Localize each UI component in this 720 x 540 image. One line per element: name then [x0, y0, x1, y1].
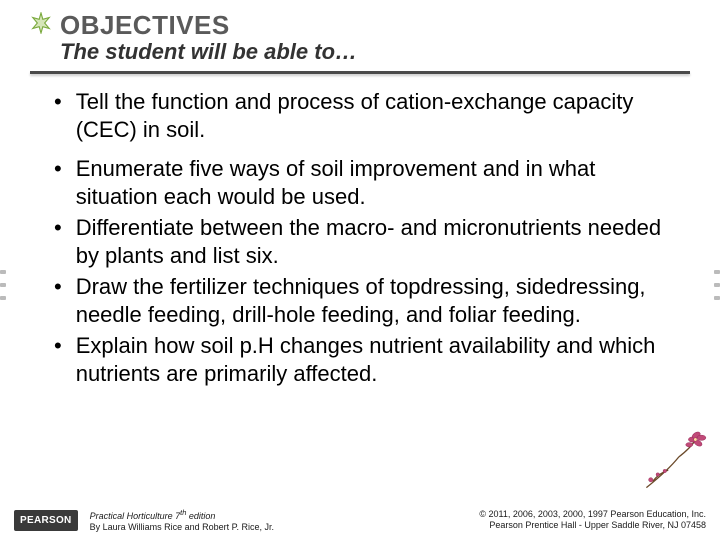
- edition-word: edition: [186, 511, 215, 521]
- bullet-dot: •: [54, 332, 62, 387]
- slide-subtitle: The student will be able to…: [60, 39, 690, 65]
- book-meta: Practical Horticulture 7th edition By La…: [90, 508, 274, 533]
- bullet-list: • Tell the function and process of cation…: [54, 88, 690, 387]
- slide: OBJECTIVES The student will be able to… …: [0, 0, 720, 540]
- bullet-dot: •: [54, 214, 62, 269]
- list-item: • Enumerate five ways of soil improvement…: [54, 155, 680, 210]
- copyright: © 2011, 2006, 2003, 2000, 1997 Pearson E…: [479, 509, 706, 531]
- star-icon: [30, 12, 52, 34]
- copyright-line-2: Pearson Prentice Hall - Upper Saddle Riv…: [479, 520, 706, 531]
- title-block: OBJECTIVES The student will be able to…: [60, 10, 690, 65]
- book-title: Practical Horticulture 7: [90, 511, 181, 521]
- bullet-text: Explain how soil p.H changes nutrient av…: [76, 332, 680, 387]
- bullet-dot: •: [54, 88, 62, 143]
- book-title-line: Practical Horticulture 7th edition: [90, 508, 274, 522]
- edge-dots-left: [0, 270, 6, 300]
- authors: By Laura Williams Rice and Robert P. Ric…: [90, 522, 274, 533]
- bullet-text: Draw the fertilizer techniques of topdre…: [76, 273, 680, 328]
- bullet-text: Tell the function and process of cation-…: [76, 88, 680, 143]
- list-item: • Tell the function and process of cation…: [54, 88, 680, 143]
- flower-icon: [642, 422, 712, 492]
- header: OBJECTIVES The student will be able to…: [30, 10, 690, 65]
- divider: [30, 71, 690, 74]
- pearson-logo: PEARSON: [14, 510, 78, 531]
- bullet-dot: •: [54, 273, 62, 328]
- copyright-line-1: © 2011, 2006, 2003, 2000, 1997 Pearson E…: [479, 509, 706, 520]
- footer: PEARSON Practical Horticulture 7th editi…: [0, 500, 720, 540]
- bullet-text: Enumerate five ways of soil improvement …: [76, 155, 680, 210]
- list-item: • Explain how soil p.H changes nutrient a…: [54, 332, 680, 387]
- list-item: • Draw the fertilizer techniques of topdr…: [54, 273, 680, 328]
- bullet-dot: •: [54, 155, 62, 210]
- slide-title: OBJECTIVES: [60, 10, 690, 41]
- list-item: • Differentiate between the macro- and mi…: [54, 214, 680, 269]
- bullet-text: Differentiate between the macro- and mic…: [76, 214, 680, 269]
- edge-dots-right: [714, 270, 720, 300]
